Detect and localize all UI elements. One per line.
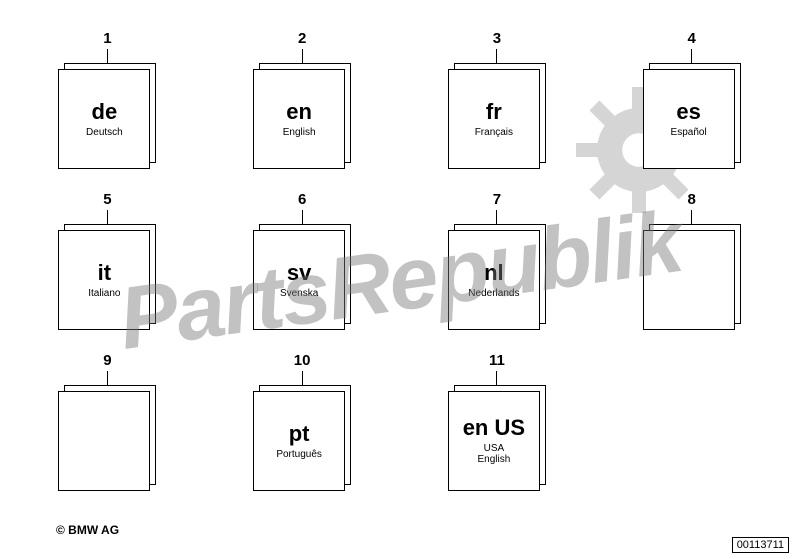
language-cell-5: 5 it Italiano bbox=[40, 191, 175, 332]
card-front bbox=[58, 391, 150, 491]
card-front bbox=[643, 230, 735, 330]
card-stack bbox=[643, 224, 741, 332]
diagram-container: 1 de Deutsch 2 en English 3 fr Français 4 es Españo… bbox=[0, 0, 799, 559]
language-code: es bbox=[676, 101, 700, 123]
language-cell-1: 1 de Deutsch bbox=[40, 30, 175, 171]
leader-line bbox=[302, 210, 303, 224]
cell-number: 5 bbox=[103, 191, 111, 208]
leader-line bbox=[496, 49, 497, 63]
language-cell-9: 9 bbox=[40, 352, 175, 493]
card-stack: es Español bbox=[643, 63, 741, 171]
language-code: sv bbox=[287, 262, 311, 284]
language-code: en US bbox=[463, 417, 525, 439]
card-stack: pt Português bbox=[253, 385, 351, 493]
card-stack: en English bbox=[253, 63, 351, 171]
cell-number: 2 bbox=[298, 30, 306, 47]
cell-number: 9 bbox=[103, 352, 111, 369]
language-code: de bbox=[92, 101, 118, 123]
language-cell-8: 8 bbox=[624, 191, 759, 332]
leader-line bbox=[107, 371, 108, 385]
language-name: Svenska bbox=[280, 288, 318, 299]
language-cell-2: 2 en English bbox=[235, 30, 370, 171]
card-stack: sv Svenska bbox=[253, 224, 351, 332]
language-name: Português bbox=[276, 449, 322, 460]
language-name: Français bbox=[475, 127, 513, 138]
language-cell-11: 11 en US USAEnglish bbox=[430, 352, 565, 493]
card-stack: en US USAEnglish bbox=[448, 385, 546, 493]
card-stack: de Deutsch bbox=[58, 63, 156, 171]
card-front: de Deutsch bbox=[58, 69, 150, 169]
cell-number: 8 bbox=[687, 191, 695, 208]
language-cell-4: 4 es Español bbox=[624, 30, 759, 171]
language-code: en bbox=[286, 101, 312, 123]
language-name: English bbox=[283, 127, 316, 138]
cell-number: 4 bbox=[687, 30, 695, 47]
leader-line bbox=[302, 49, 303, 63]
cell-number: 7 bbox=[493, 191, 501, 208]
language-grid: 1 de Deutsch 2 en English 3 fr Français 4 es Españo… bbox=[40, 30, 759, 470]
card-stack: fr Français bbox=[448, 63, 546, 171]
leader-line bbox=[496, 371, 497, 385]
card-front: pt Português bbox=[253, 391, 345, 491]
cell-number: 6 bbox=[298, 191, 306, 208]
leader-line bbox=[302, 371, 303, 385]
language-code: it bbox=[98, 262, 111, 284]
card-stack: nl Nederlands bbox=[448, 224, 546, 332]
card-front: es Español bbox=[643, 69, 735, 169]
card-front: en English bbox=[253, 69, 345, 169]
leader-line bbox=[691, 49, 692, 63]
language-cell-10: 10 pt Português bbox=[235, 352, 370, 493]
language-code: nl bbox=[484, 262, 504, 284]
language-cell-3: 3 fr Français bbox=[430, 30, 565, 171]
language-cell-7: 7 nl Nederlands bbox=[430, 191, 565, 332]
card-front: fr Français bbox=[448, 69, 540, 169]
card-front: sv Svenska bbox=[253, 230, 345, 330]
cell-number: 3 bbox=[493, 30, 501, 47]
cell-number: 10 bbox=[294, 352, 311, 369]
card-front: it Italiano bbox=[58, 230, 150, 330]
card-front: en US USAEnglish bbox=[448, 391, 540, 491]
language-cell-6: 6 sv Svenska bbox=[235, 191, 370, 332]
language-code: fr bbox=[486, 101, 502, 123]
language-name: Español bbox=[671, 127, 707, 138]
document-number: 00113711 bbox=[732, 537, 789, 553]
language-name: USA bbox=[484, 443, 505, 454]
leader-line bbox=[107, 210, 108, 224]
card-stack: it Italiano bbox=[58, 224, 156, 332]
cell-number: 1 bbox=[103, 30, 111, 47]
language-name: Italiano bbox=[88, 288, 120, 299]
language-name: Nederlands bbox=[468, 288, 519, 299]
leader-line bbox=[691, 210, 692, 224]
language-name-2: English bbox=[477, 454, 510, 465]
copyright-text: © BMW AG bbox=[56, 523, 119, 537]
leader-line bbox=[107, 49, 108, 63]
leader-line bbox=[496, 210, 497, 224]
language-code: pt bbox=[289, 423, 310, 445]
card-front: nl Nederlands bbox=[448, 230, 540, 330]
language-name: Deutsch bbox=[86, 127, 123, 138]
cell-number: 11 bbox=[489, 352, 505, 369]
card-stack bbox=[58, 385, 156, 493]
